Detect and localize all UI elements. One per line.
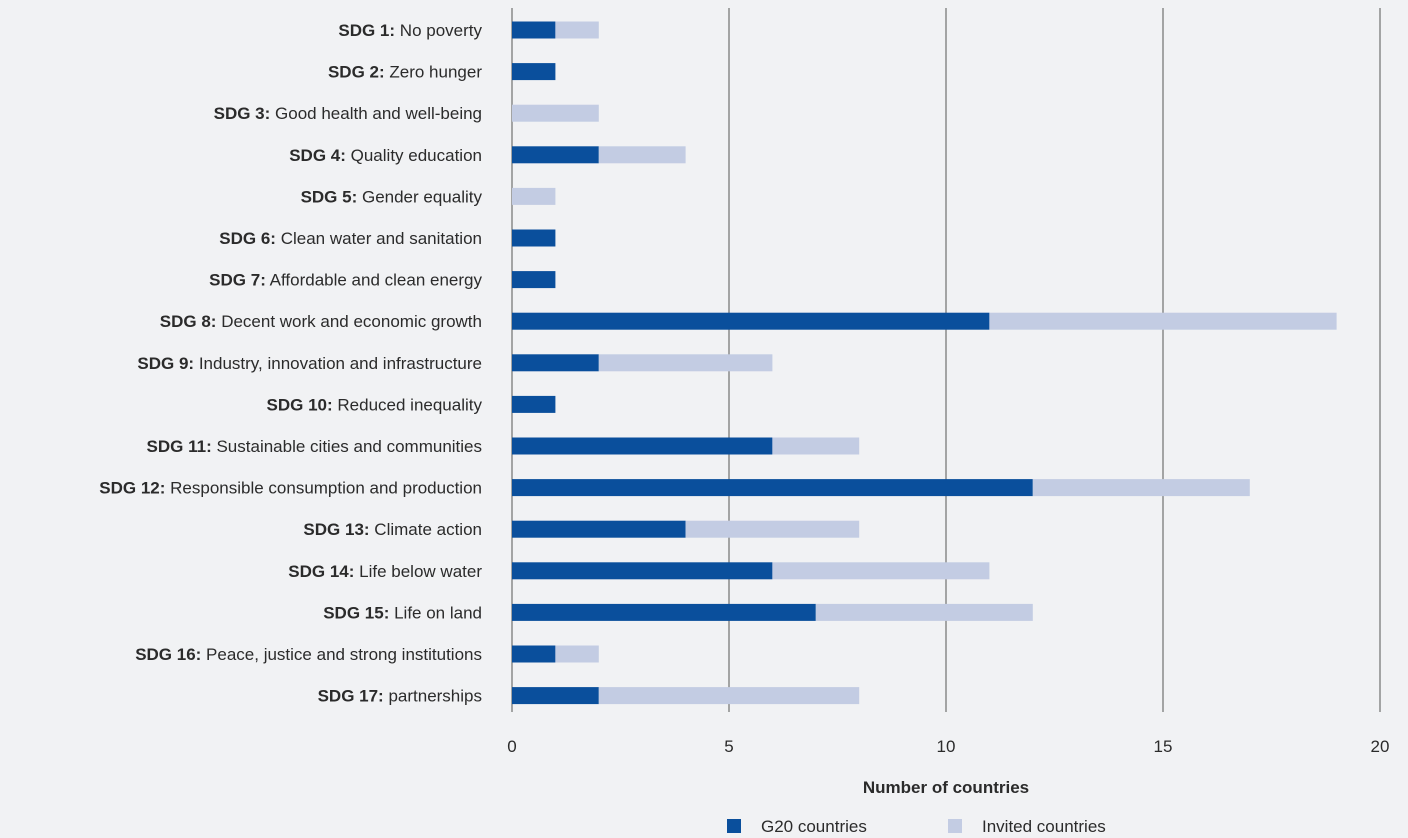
category-label-13: SDG 13: Climate action xyxy=(303,520,482,539)
category-code: SDG 17: xyxy=(318,687,384,706)
bar-invited-12 xyxy=(1032,479,1250,497)
x-axis-title: Number of countries xyxy=(863,778,1029,797)
category-code: SDG 7: xyxy=(209,271,266,290)
category-label-17: SDG 17: partnerships xyxy=(318,687,482,706)
category-code: SDG 8: xyxy=(160,312,217,331)
category-label-10: SDG 10: Reduced inequality xyxy=(267,395,483,414)
category-code: SDG 14: xyxy=(288,562,354,581)
bar-g20-16 xyxy=(512,645,556,663)
category-name: Life below water xyxy=(354,562,482,581)
category-label-11: SDG 11: Sustainable cities and communiti… xyxy=(147,437,482,456)
category-label-1: SDG 1: No poverty xyxy=(338,21,482,40)
category-label-2: SDG 2: Zero hunger xyxy=(328,63,482,82)
category-label-8: SDG 8: Decent work and economic growth xyxy=(160,312,482,331)
bar-invited-4 xyxy=(598,146,686,164)
category-label-6: SDG 6: Clean water and sanitation xyxy=(219,229,482,248)
x-tick-labels: 0 5 10 15 20 xyxy=(507,737,1389,756)
category-labels: SDG 1: No poverty SDG 2: Zero hunger SDG 3… xyxy=(99,21,482,706)
legend-swatch-g20 xyxy=(727,819,741,833)
bar-g20-2 xyxy=(512,63,556,81)
category-label-14: SDG 14: Life below water xyxy=(288,562,482,581)
bar-invited-5 xyxy=(512,187,556,205)
bar-invited-1 xyxy=(555,21,599,39)
category-code: SDG 6: xyxy=(219,229,276,248)
category-name: Decent work and economic growth xyxy=(216,312,482,331)
category-code: SDG 16: xyxy=(135,645,201,664)
bar-invited-8 xyxy=(989,312,1337,330)
category-name: Affordable and clean energy xyxy=(266,271,483,290)
x-tick-label-5: 5 xyxy=(724,737,733,756)
bar-g20-14 xyxy=(512,562,773,580)
bar-g20-6 xyxy=(512,229,556,247)
category-name: Good health and well-being xyxy=(270,104,482,123)
bar-g20-12 xyxy=(512,479,1033,497)
category-name: Peace, justice and strong institutions xyxy=(201,645,482,664)
category-code: SDG 15: xyxy=(323,603,389,622)
bar-g20-4 xyxy=(512,146,599,164)
category-label-15: SDG 15: Life on land xyxy=(323,603,482,622)
x-tick-label-15: 15 xyxy=(1154,737,1173,756)
legend: G20 countries Invited countries xyxy=(727,817,1106,836)
category-name: Clean water and sanitation xyxy=(276,229,482,248)
x-tick-label-20: 20 xyxy=(1371,737,1390,756)
bar-g20-13 xyxy=(512,520,686,538)
category-code: SDG 1: xyxy=(338,21,395,40)
category-label-9: SDG 9: Industry, innovation and infrastr… xyxy=(137,354,482,373)
bar-g20-9 xyxy=(512,354,599,372)
bar-invited-13 xyxy=(685,520,860,538)
category-code: SDG 5: xyxy=(301,187,358,206)
category-name: Climate action xyxy=(370,520,482,539)
category-code: SDG 9: xyxy=(137,354,194,373)
category-label-3: SDG 3: Good health and well-being xyxy=(214,104,482,123)
bar-invited-14 xyxy=(772,562,990,580)
category-label-5: SDG 5: Gender equality xyxy=(301,187,483,206)
category-label-4: SDG 4: Quality education xyxy=(289,146,482,165)
legend-label-g20: G20 countries xyxy=(761,817,867,836)
category-name: partnerships xyxy=(384,687,482,706)
category-code: SDG 12: xyxy=(99,479,165,498)
category-label-7: SDG 7: Affordable and clean energy xyxy=(209,271,482,290)
gridlines xyxy=(511,8,1381,712)
legend-swatch-invited xyxy=(948,819,962,833)
bar-invited-17 xyxy=(598,687,860,705)
legend-label-invited: Invited countries xyxy=(982,817,1106,836)
category-code: SDG 11: xyxy=(147,437,212,456)
bar-invited-15 xyxy=(815,603,1033,621)
category-code: SDG 10: xyxy=(267,395,333,414)
bar-invited-16 xyxy=(555,645,599,663)
category-label-16: SDG 16: Peace, justice and strong instit… xyxy=(135,645,482,664)
bar-g20-10 xyxy=(512,395,556,413)
category-name: Zero hunger xyxy=(385,63,483,82)
category-code: SDG 3: xyxy=(214,104,271,123)
bar-g20-1 xyxy=(512,21,556,39)
bar-invited-9 xyxy=(598,354,773,372)
category-name: Reduced inequality xyxy=(333,395,483,414)
category-code: SDG 2: xyxy=(328,63,385,82)
bar-g20-11 xyxy=(512,437,773,455)
category-name: Industry, innovation and infrastructure xyxy=(194,354,482,373)
category-name: Gender equality xyxy=(357,187,482,206)
bar-g20-15 xyxy=(512,603,816,621)
bar-g20-17 xyxy=(512,687,599,705)
category-label-12: SDG 12: Responsible consumption and prod… xyxy=(99,479,482,498)
bar-g20-8 xyxy=(512,312,990,330)
bar-g20-7 xyxy=(512,271,556,289)
bars xyxy=(512,21,1337,705)
category-name: Responsible consumption and production xyxy=(165,479,482,498)
category-name: Quality education xyxy=(346,146,482,165)
x-tick-label-0: 0 xyxy=(507,737,516,756)
category-name: No poverty xyxy=(395,21,482,40)
x-tick-label-10: 10 xyxy=(937,737,956,756)
category-name: Sustainable cities and communities xyxy=(212,437,482,456)
bar-invited-3 xyxy=(512,104,599,122)
bar-invited-11 xyxy=(772,437,860,455)
category-name: Life on land xyxy=(389,603,482,622)
category-code: SDG 4: xyxy=(289,146,346,165)
category-code: SDG 13: xyxy=(303,520,369,539)
